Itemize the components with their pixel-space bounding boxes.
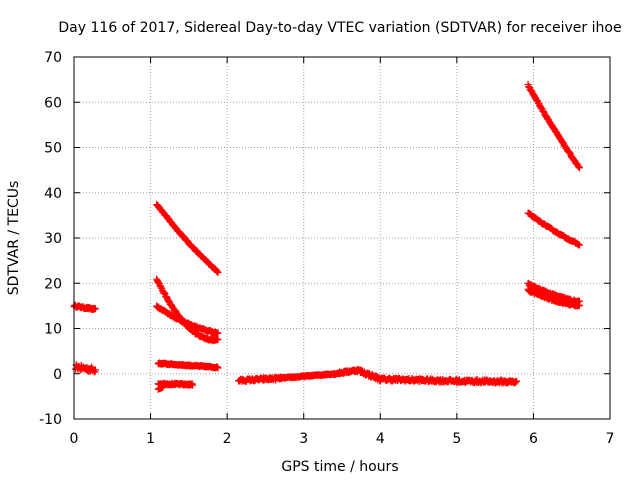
chart-title: Day 116 of 2017, Sidereal Day-to-day VTE… <box>58 20 621 36</box>
y-tick-label: 60 <box>44 95 62 111</box>
y-tick-label: -10 <box>39 412 62 428</box>
series-arc-1 <box>70 301 99 314</box>
data-point <box>159 383 167 391</box>
data-point <box>91 366 99 374</box>
y-tick-label: 0 <box>53 367 62 383</box>
x-tick-label: 5 <box>452 431 461 447</box>
plot-frame <box>73 56 611 420</box>
data-point <box>189 381 197 389</box>
data-point <box>214 329 222 337</box>
x-tick-label: 0 <box>70 431 79 447</box>
series-arc-12 <box>524 285 583 310</box>
y-tick-label: 20 <box>44 276 62 292</box>
x-tick-label: 3 <box>299 431 308 447</box>
y-tick-label: 70 <box>44 50 62 66</box>
series-arc-9 <box>524 81 583 172</box>
data-point <box>575 164 583 172</box>
data-point <box>214 336 222 344</box>
series-arc-2 <box>72 361 99 376</box>
x-tick-label: 7 <box>606 431 615 447</box>
data-point <box>214 364 222 372</box>
series-arc-8 <box>235 365 521 387</box>
y-tick-label: 30 <box>44 231 62 247</box>
x-tick-label: 2 <box>223 431 232 447</box>
x-tick-label: 6 <box>529 431 538 447</box>
y-tick-label: 50 <box>44 141 62 157</box>
series-arc-6 <box>154 359 222 372</box>
y-tick-label: 10 <box>44 322 62 338</box>
data-point <box>575 241 583 249</box>
data-point <box>513 377 521 385</box>
data-point <box>214 268 222 276</box>
y-axis-label: SDTVAR / TECUs <box>6 181 22 296</box>
data-point <box>91 305 99 313</box>
y-tick-label: 40 <box>44 186 62 202</box>
series-arc-5 <box>153 302 222 337</box>
data-point <box>575 301 583 309</box>
x-tick-label: 1 <box>146 431 155 447</box>
series-arc-3 <box>153 201 222 276</box>
series-arc-7 <box>154 379 197 393</box>
series-arc-10 <box>524 209 583 249</box>
data-layer <box>70 81 583 393</box>
x-axis-label: GPS time / hours <box>281 459 398 475</box>
x-tick-label: 4 <box>376 431 385 447</box>
